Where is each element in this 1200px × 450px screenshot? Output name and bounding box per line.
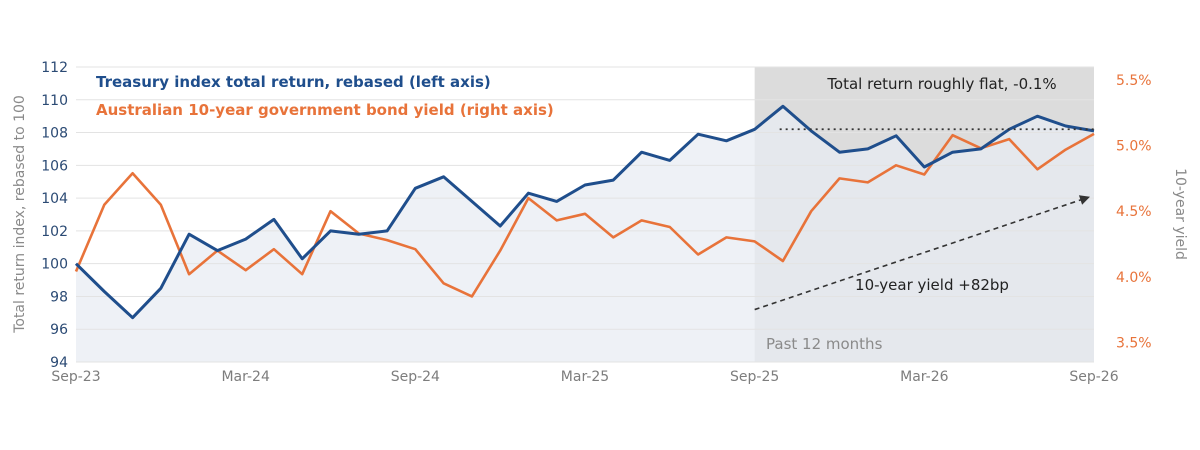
treasury-return-area: [76, 106, 1094, 362]
x-tick-label: Sep-26: [1069, 369, 1118, 385]
x-tick-label: Mar-26: [900, 369, 948, 385]
axis-layer: Total return index, rebased to 100 10-ye…: [12, 60, 1188, 385]
bond-yield-line: [74, 132, 1095, 298]
yield-change-annotation: 10-year yield +82bp: [855, 276, 1009, 294]
x-tick-label: Mar-25: [561, 369, 609, 385]
right-axis-title: 10-year yield: [1172, 168, 1188, 260]
right-tick-label: 3.5%: [1116, 335, 1152, 351]
left-tick-label: 104: [41, 191, 68, 207]
treasury-return-line: [74, 104, 1095, 320]
x-tick-label: Sep-25: [730, 369, 779, 385]
legend-entry-bond-yield: Australian 10-year government bond yield…: [96, 101, 554, 119]
flat-return-annotation: Total return roughly flat, -0.1%: [826, 75, 1056, 93]
left-tick-label: 108: [41, 126, 68, 142]
legend-entry-treasury-return: Treasury index total return, rebased (le…: [96, 73, 491, 91]
left-tick-label: 100: [41, 257, 68, 273]
left-tick-label: 112: [41, 60, 68, 76]
yield-arrowhead: [1078, 195, 1090, 205]
legend: Treasury index total return, rebased (le…: [96, 73, 554, 119]
past-12-months-label: Past 12 months: [766, 335, 883, 353]
series-layer: [74, 104, 1095, 320]
left-tick-label: 110: [41, 93, 68, 109]
annotation-layer: Total return roughly flat, -0.1% 10-year…: [754, 75, 1094, 353]
right-tick-label: 4.0%: [1116, 270, 1152, 286]
x-tick-label: Sep-23: [51, 369, 100, 385]
left-tick-label: 106: [41, 158, 68, 174]
yield-change-dashed-arrow: [754, 198, 1085, 311]
x-tick-label: Mar-24: [221, 369, 269, 385]
left-axis-title: Total return index, rebased to 100: [12, 95, 28, 334]
right-tick-label: 5.5%: [1116, 73, 1152, 89]
left-tick-label: 102: [41, 224, 68, 240]
x-tick-label: Sep-24: [391, 369, 440, 385]
right-tick-label: 4.5%: [1116, 204, 1152, 220]
left-tick-label: 98: [50, 289, 68, 305]
left-tick-label: 94: [50, 355, 68, 371]
left-tick-label: 96: [50, 322, 68, 338]
right-tick-label: 5.0%: [1116, 139, 1152, 155]
